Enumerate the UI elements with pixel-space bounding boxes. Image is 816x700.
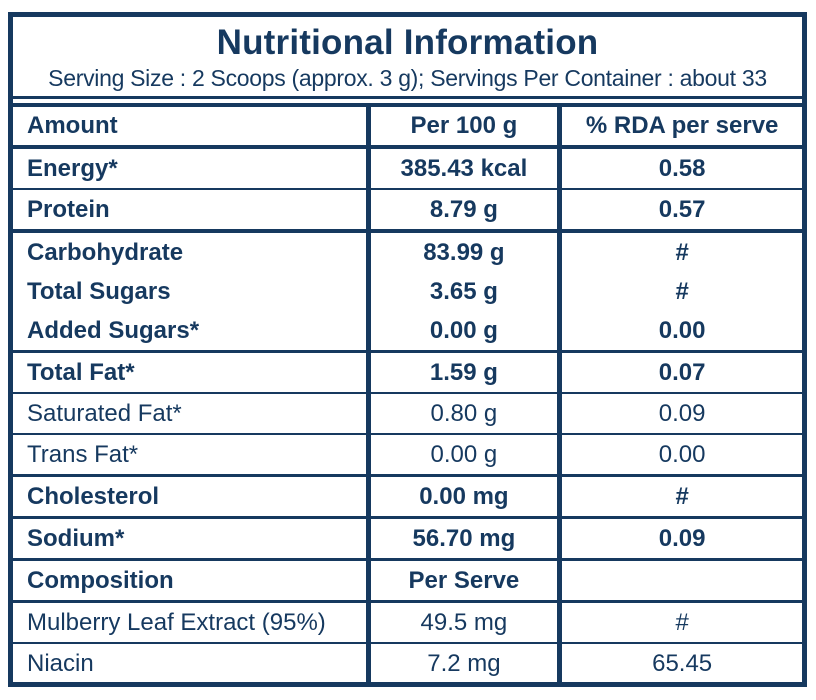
amount-cell: Carbohydrate: [13, 229, 371, 272]
per-100g-cell: 3.65 g: [368, 272, 563, 311]
per-100g-cell: Per Serve: [368, 558, 563, 602]
per-100g-cell: 8.79 g: [368, 188, 563, 231]
rda-cell: 0.00: [559, 433, 802, 476]
rda-cell: 0.09: [559, 392, 802, 434]
amount-cell: Niacin: [13, 642, 371, 683]
table-row: Total Sugars 3.65 g #: [13, 272, 802, 311]
per-100g-cell: 1.59 g: [368, 350, 563, 393]
rda-cell: 0.58: [658, 154, 706, 182]
rda-cell: 0.09: [559, 516, 802, 560]
table-row: Sodium* 56.70 mg 0.09: [13, 516, 802, 560]
table-row: Composition Per Serve: [13, 558, 802, 602]
amount-cell: Trans Fat*: [13, 433, 371, 476]
column-header-amount: Amount: [13, 105, 371, 149]
amount-cell: Composition: [13, 558, 371, 602]
rda-cell: 0.57: [559, 188, 802, 231]
amount-cell: Protein: [13, 188, 371, 231]
amount-cell: Sodium*: [13, 516, 371, 560]
amount-cell: Cholesterol: [13, 474, 371, 518]
table-row: Total Fat* 1.59 g 0.07: [13, 350, 802, 393]
table-row: Protein 8.79 g 0.57: [13, 188, 802, 231]
per-100g-cell: 385.43 kcal: [368, 147, 563, 189]
amount-cell: Energy*: [13, 147, 371, 189]
amount-cell: Total Sugars: [13, 272, 371, 311]
rda-cell: #: [675, 277, 689, 305]
nutrition-table: Amount Per 100 g % RDA per serve Energy*…: [13, 103, 802, 683]
per-100g-cell: 0.00 g: [368, 433, 563, 476]
rda-cell: [559, 558, 802, 602]
header-table-divider: [13, 99, 802, 103]
table-row: Added Sugars* 0.00 g 0.00: [13, 311, 802, 352]
table-row: Energy* 385.43 kcal 0.58: [13, 147, 802, 189]
table-row: Saturated Fat* 0.80 g 0.09: [13, 392, 802, 434]
amount-cell: Added Sugars*: [13, 311, 371, 352]
column-header-per-100g: Per 100 g: [368, 105, 563, 149]
table-row: Trans Fat* 0.00 g 0.00: [13, 433, 802, 476]
rda-cell: 0.00: [658, 316, 706, 344]
rda-cell: #: [559, 600, 802, 643]
table-header-row: Amount Per 100 g % RDA per serve: [13, 105, 802, 149]
rda-cell: #: [559, 229, 802, 272]
table-row: Carbohydrate 83.99 g #: [13, 229, 802, 272]
label-frame: Nutritional Information Serving Size : 2…: [8, 12, 807, 687]
label-title: Nutritional Information: [216, 23, 599, 62]
amount-cell: Mulberry Leaf Extract (95%): [13, 600, 371, 643]
label-header: Nutritional Information Serving Size : 2…: [13, 17, 802, 99]
table-body: Energy* 385.43 kcal 0.58 Protein 8.79 g 0.57 C…: [13, 147, 802, 683]
rda-cell: 0.07: [559, 350, 802, 393]
rda-cell: 65.45: [559, 642, 802, 683]
serving-info: Serving Size : 2 Scoops (approx. 3 g); S…: [48, 65, 767, 91]
per-100g-cell: 83.99 g: [368, 229, 563, 272]
column-header-rda-per-serve: % RDA per serve: [559, 105, 802, 149]
per-100g-cell: 49.5 mg: [368, 600, 563, 643]
per-100g-cell: 0.00 g: [368, 311, 563, 352]
per-100g-cell: 0.80 g: [368, 392, 563, 434]
amount-cell: Saturated Fat*: [13, 392, 371, 434]
per-100g-cell: 7.2 mg: [368, 642, 563, 683]
table-row: Cholesterol 0.00 mg #: [13, 474, 802, 518]
per-100g-cell: 0.00 mg: [368, 474, 563, 518]
per-100g-cell: 56.70 mg: [368, 516, 563, 560]
table-row: Mulberry Leaf Extract (95%) 49.5 mg #: [13, 600, 802, 643]
table-row: Niacin 7.2 mg 65.45: [13, 642, 802, 683]
rda-cell: #: [559, 474, 802, 518]
amount-cell: Total Fat*: [13, 350, 371, 393]
